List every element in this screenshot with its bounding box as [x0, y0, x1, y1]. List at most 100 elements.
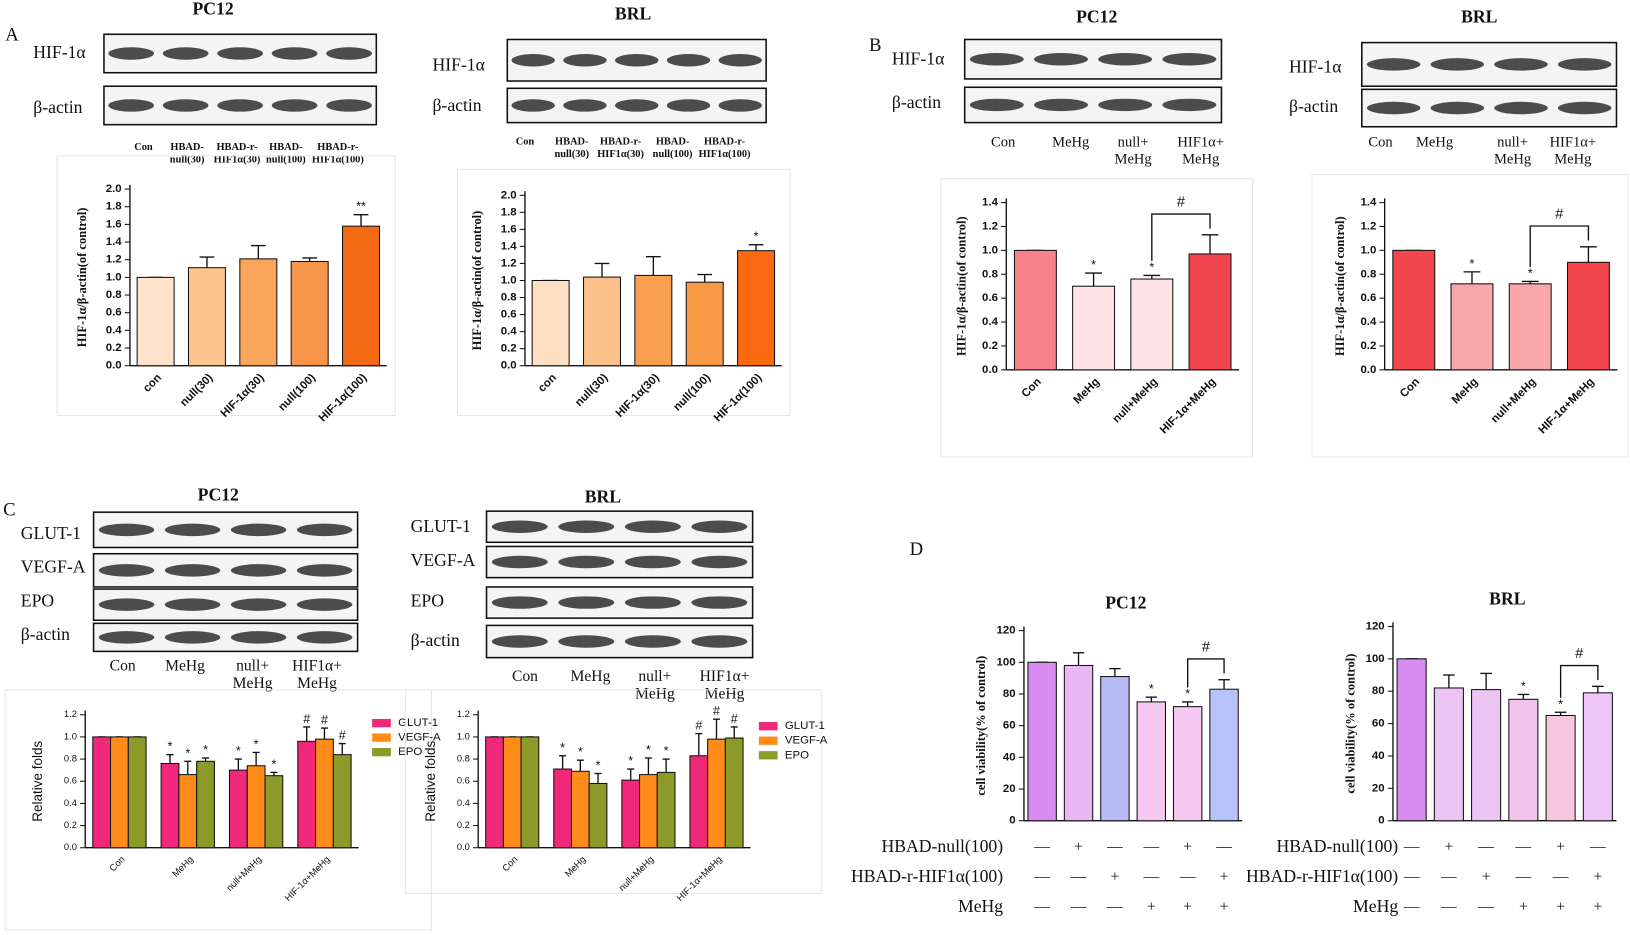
significance: *: [1091, 258, 1096, 272]
condition-sign: —: [1477, 838, 1494, 855]
y-tick-label: 1.4: [501, 240, 518, 252]
y-tick-label: 0.2: [1360, 340, 1376, 352]
y-axis-label: cell viability(% of control): [1343, 654, 1357, 794]
x-tick-label: Con: [1020, 376, 1044, 400]
panel-frame: [56, 155, 396, 417]
bar: [187, 267, 226, 367]
y-tick-label: 0.0: [457, 842, 470, 852]
lane-label: MeHg: [1052, 135, 1089, 151]
y-tick-label: 0.4: [982, 316, 999, 328]
y-tick-label: 0.6: [501, 309, 517, 321]
bar: [290, 260, 329, 367]
lane-label: null(30): [554, 149, 589, 160]
x-tick-label: null+MeHg: [1489, 376, 1539, 426]
bar: [1063, 664, 1094, 822]
bar: [1508, 698, 1539, 822]
blot-band: [1366, 58, 1421, 71]
lane-label: null+: [236, 658, 269, 675]
bar: [1582, 692, 1613, 822]
x-tick-label: MeHg: [563, 854, 588, 879]
y-tick-label: 100: [997, 656, 1016, 668]
y-tick-label: 0: [1378, 815, 1384, 827]
bar: [588, 782, 608, 849]
blot-title: BRL: [1461, 7, 1498, 27]
bar: [1130, 278, 1174, 371]
condition-sign: —: [1106, 838, 1123, 855]
condition-sign: +: [1519, 899, 1528, 916]
y-axis-label: Relative folds: [423, 740, 438, 821]
bar: [1545, 714, 1576, 822]
lane-label: MeHg: [1494, 151, 1531, 167]
bar: [656, 771, 676, 849]
x-tick-label: HIF-1α+MeHg: [1158, 376, 1218, 436]
y-tick-label: 0: [1009, 815, 1015, 827]
blot-band: [1098, 98, 1153, 112]
y-tick-label: 1.0: [64, 731, 77, 741]
blot-band: [624, 520, 681, 533]
blot-band: [326, 47, 372, 60]
significance: *: [578, 745, 583, 759]
y-tick-label: 0.0: [501, 360, 517, 372]
significance: *: [1558, 697, 1563, 711]
blot-band: [1162, 52, 1217, 66]
blot-band: [691, 596, 748, 609]
x-tick-label: null(100): [276, 372, 318, 414]
legend-swatch: [758, 736, 778, 745]
chart-title: BRL: [1489, 589, 1526, 609]
significance: *: [254, 737, 259, 751]
significance: #: [321, 713, 328, 727]
blot-row-label: EPO: [21, 591, 55, 611]
legend-label: VEGF-A: [785, 735, 828, 747]
significance: #: [339, 729, 346, 743]
bar: [196, 760, 215, 849]
significance: *: [646, 743, 651, 757]
condition-sign: +: [1183, 838, 1192, 855]
x-tick-label: null+MeHg: [1111, 376, 1161, 426]
blot-band: [296, 564, 353, 577]
lane-label: MeHg: [705, 686, 745, 703]
panel-frame: [456, 168, 791, 417]
panel-label: D: [910, 539, 924, 560]
blot-band: [217, 47, 264, 60]
bar: [228, 769, 248, 849]
y-tick-label: 0.2: [982, 340, 998, 352]
bar: [92, 736, 112, 849]
y-tick-label: 0.2: [457, 820, 470, 830]
bar: [160, 762, 180, 849]
condition-sign: +: [1183, 899, 1192, 916]
blot-band: [1034, 52, 1088, 66]
legend-label: EPO: [398, 746, 422, 758]
lane-label: MeHg: [571, 668, 611, 685]
lane-label: HIF1α(30): [597, 149, 644, 160]
lane-label: MeHg: [635, 686, 675, 703]
bar: [1566, 261, 1610, 371]
blot-band: [98, 523, 155, 537]
blot-band: [563, 54, 607, 67]
condition-sign: —: [1440, 899, 1457, 916]
x-tick-label: HIF-1α(30): [614, 372, 662, 420]
y-tick-label: 1.2: [982, 220, 998, 232]
blot-band: [296, 523, 353, 537]
x-tick-label: null+MeHg: [617, 854, 656, 893]
lane-label: MeHg: [1554, 151, 1591, 167]
y-tick-label: 1.0: [106, 271, 122, 283]
y-tick-label: 20: [1003, 783, 1016, 795]
bar: [127, 736, 147, 849]
y-axis-label: Relative folds: [30, 740, 45, 821]
y-tick-label: 1.4: [982, 197, 999, 209]
lane-label: Con: [1368, 135, 1393, 151]
bracket-label: #: [1575, 646, 1584, 662]
x-tick-label: HIF-1α(100): [317, 372, 370, 425]
x-tick-label: HIF-1α(30): [219, 372, 267, 420]
condition-sign: —: [1215, 838, 1232, 855]
bar: [246, 765, 266, 849]
bar: [485, 736, 504, 849]
significance: *: [203, 743, 208, 757]
significance: #: [695, 719, 702, 733]
bar: [1072, 285, 1116, 371]
x-tick-label: MeHg: [1072, 376, 1102, 406]
blot-band: [614, 99, 659, 112]
condition-sign: +: [1147, 899, 1156, 916]
legend-label: GLUT-1: [785, 720, 825, 732]
bar: [1396, 658, 1427, 822]
